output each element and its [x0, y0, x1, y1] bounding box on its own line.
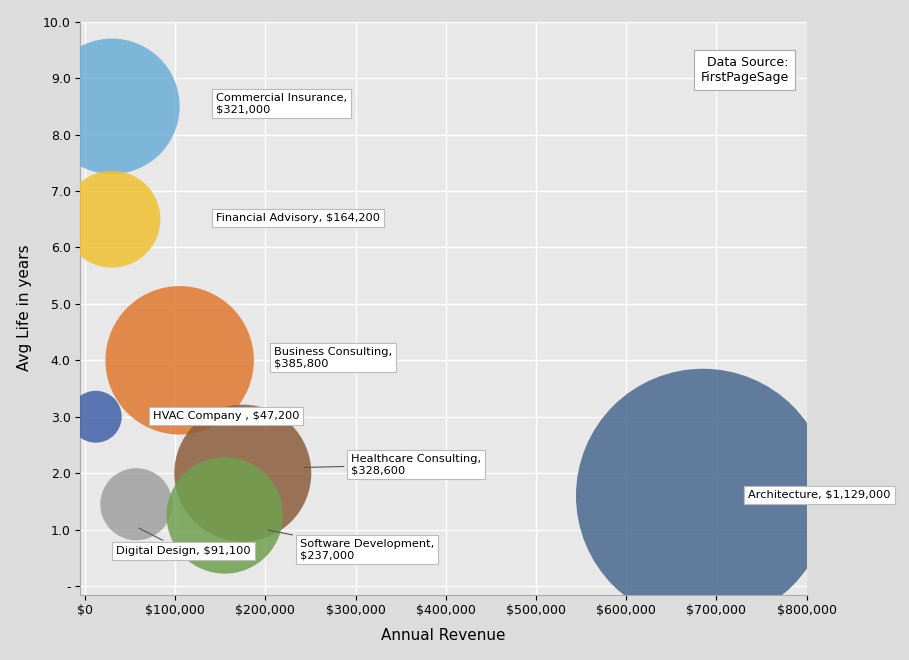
Text: Data Source:
FirstPageSage: Data Source: FirstPageSage — [700, 56, 789, 84]
Text: Architecture, $1,129,000: Architecture, $1,129,000 — [748, 490, 891, 500]
Text: Digital Design, $91,100: Digital Design, $91,100 — [116, 528, 251, 556]
Y-axis label: Avg Life in years: Avg Life in years — [16, 245, 32, 372]
Text: Financial Advisory, $164,200: Financial Advisory, $164,200 — [215, 213, 380, 223]
Point — [105, 101, 119, 112]
Text: Commercial Insurance,
$321,000: Commercial Insurance, $321,000 — [215, 92, 347, 114]
Text: HVAC Company , $47,200: HVAC Company , $47,200 — [153, 411, 299, 420]
Point — [129, 499, 144, 510]
X-axis label: Annual Revenue: Annual Revenue — [381, 628, 505, 644]
Text: Healthcare Consulting,
$328,600: Healthcare Consulting, $328,600 — [305, 454, 481, 475]
Point — [105, 214, 119, 224]
Point — [88, 411, 103, 422]
Text: Business Consulting,
$385,800: Business Consulting, $385,800 — [275, 346, 393, 368]
Point — [235, 468, 250, 478]
Point — [217, 510, 232, 521]
Text: Software Development,
$237,000: Software Development, $237,000 — [268, 530, 434, 560]
Point — [695, 490, 710, 501]
Point — [173, 355, 187, 366]
